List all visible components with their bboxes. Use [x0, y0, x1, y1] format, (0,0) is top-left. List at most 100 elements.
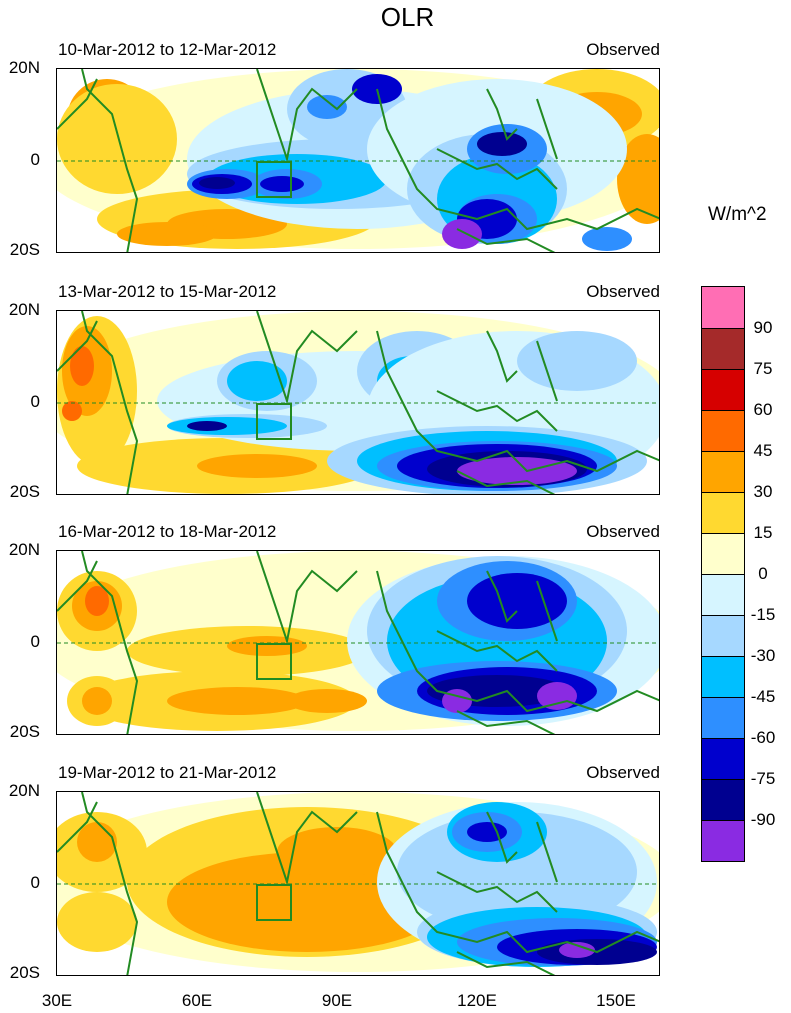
colorbar-swatch [701, 370, 745, 411]
olr-anomaly-region [70, 346, 94, 386]
colorbar-swatch [701, 452, 745, 493]
index-box [256, 884, 292, 921]
lat-label: 20N [8, 540, 40, 559]
lon-label-90e: 90E [321, 991, 353, 1010]
index-box [256, 161, 292, 198]
olr-anomaly-region [187, 421, 227, 431]
olr-anomaly-region [77, 822, 117, 862]
colorbar [701, 286, 745, 862]
olr-anomaly-region [467, 822, 507, 842]
colorbar-swatch [701, 780, 745, 821]
colorbar-swatch [701, 534, 745, 575]
olr-anomaly-region [57, 84, 177, 194]
colorbar-level-label: 90 [753, 318, 773, 337]
colorbar-swatch [701, 698, 745, 739]
index-box [256, 403, 292, 440]
olr-anomaly-region [62, 401, 82, 421]
lon-label-150e: 150E [596, 991, 636, 1010]
olr-anomaly-region [227, 361, 287, 401]
lat-label: 0 [30, 392, 40, 411]
olr-contour-field [57, 551, 659, 734]
lat-label: 0 [30, 150, 40, 169]
map-panel-2: 13-Mar-2012 to 15-Mar-2012 Observed [56, 282, 660, 495]
olr-anomaly-region [559, 942, 595, 958]
colorbar-swatch [701, 616, 745, 657]
colorbar-level-label: -75 [750, 769, 776, 788]
lat-label: 20N [8, 300, 40, 319]
olr-map [56, 791, 660, 976]
olr-anomaly-region [227, 636, 307, 656]
colorbar-level-label: 30 [753, 482, 773, 501]
olr-anomaly-region [442, 219, 482, 249]
lon-label-30e: 30E [41, 991, 73, 1010]
coastline [57, 551, 659, 734]
olr-anomaly-region [85, 586, 109, 616]
olr-anomaly-region [167, 852, 447, 952]
olr-anomaly-region [117, 222, 217, 246]
colorbar-level-label: 15 [753, 523, 773, 542]
olr-anomaly-region [307, 95, 347, 119]
coastline [57, 311, 659, 494]
colorbar-level-label: -15 [750, 605, 776, 624]
olr-anomaly-region [277, 827, 397, 877]
colorbar-level-label: 0 [758, 564, 768, 583]
panel-date-range: 10-Mar-2012 to 12-Mar-2012 [58, 40, 277, 59]
colorbar-swatch [701, 493, 745, 534]
olr-contour-field [57, 69, 659, 252]
map-title: OLR [380, 2, 435, 32]
lat-label: 0 [30, 873, 40, 892]
colorbar-swatch [701, 657, 745, 698]
coastline [57, 69, 659, 252]
colorbar-swatch [701, 821, 745, 862]
colorbar-swatch [701, 411, 745, 452]
panel-date-range: 13-Mar-2012 to 15-Mar-2012 [58, 282, 277, 301]
colorbar-swatch [701, 575, 745, 616]
lat-label: 20S [9, 482, 40, 501]
lat-label: 0 [30, 632, 40, 651]
colorbar-level-label: 60 [753, 400, 773, 419]
olr-anomaly-region [57, 892, 137, 952]
lon-label-120e: 120E [457, 991, 497, 1010]
olr-anomaly-region [197, 454, 317, 478]
colorbar-level-label: -45 [750, 687, 776, 706]
olr-anomaly-region [260, 176, 304, 192]
colorbar-level-label: -30 [750, 646, 776, 665]
map-panel-1: 10-Mar-2012 to 12-Mar-2012 Observed [56, 40, 660, 253]
lat-label: 20S [9, 240, 40, 259]
olr-anomaly-region [517, 331, 637, 391]
map-panel-3: 16-Mar-2012 to 18-Mar-2012 Observed [56, 522, 660, 735]
olr-anomaly-region [477, 132, 527, 156]
lat-label: 20S [9, 722, 40, 741]
lon-label-60e: 60E [181, 991, 213, 1010]
colorbar-level-label: 45 [753, 441, 773, 460]
olr-map [56, 68, 660, 253]
lat-label: 20N [8, 781, 40, 800]
olr-anomaly-region [82, 687, 112, 715]
panel-observed-label: Observed [586, 522, 660, 541]
index-box [256, 643, 292, 680]
olr-anomaly-region [167, 687, 307, 715]
colorbar-level-label: -90 [750, 810, 776, 829]
colorbar-swatch [701, 286, 745, 329]
olr-anomaly-region [457, 457, 577, 485]
olr-map [56, 310, 660, 495]
olr-map [56, 550, 660, 735]
colorbar-level-label: 75 [753, 359, 773, 378]
map-panel-4: 19-Mar-2012 to 21-Mar-2012 Observed [56, 763, 660, 976]
panel-date-range: 19-Mar-2012 to 21-Mar-2012 [58, 763, 277, 782]
lat-label: 20S [9, 963, 40, 982]
coastline [57, 792, 659, 975]
colorbar-swatch [701, 329, 745, 370]
olr-anomaly-region [287, 689, 367, 713]
olr-contour-field [57, 792, 659, 975]
olr-anomaly-region [199, 177, 235, 189]
olr-contour-field [57, 311, 659, 494]
olr-anomaly-region [467, 573, 567, 629]
panel-observed-label: Observed [586, 40, 660, 59]
colorbar-units: W/m^2 [708, 204, 767, 225]
panel-date-range: 16-Mar-2012 to 18-Mar-2012 [58, 522, 277, 541]
olr-anomaly-region [537, 682, 577, 710]
olr-anomaly-region [617, 134, 659, 224]
panel-observed-label: Observed [586, 763, 660, 782]
olr-anomaly-region [582, 227, 632, 251]
